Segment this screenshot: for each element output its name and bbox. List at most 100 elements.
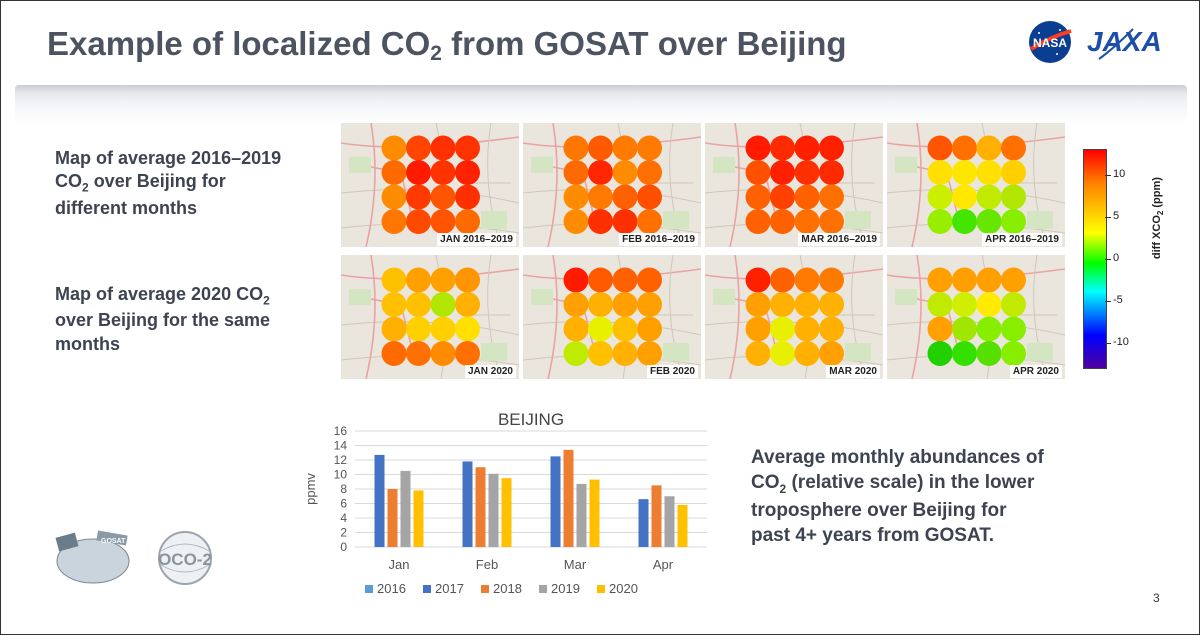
svg-text:JAXA: JAXA	[1087, 26, 1162, 57]
colorbar-tick	[1105, 175, 1111, 177]
co2-cell	[976, 135, 1002, 161]
co2-cell	[819, 316, 844, 342]
bar-2018-Feb	[475, 467, 486, 547]
bar-2017-Feb	[462, 461, 473, 547]
co2-cell	[637, 160, 662, 185]
co2-cell	[927, 292, 953, 317]
co2-cell	[952, 209, 977, 234]
y-tick-label: 6	[340, 497, 347, 511]
co2-cell	[770, 160, 795, 185]
map-background	[523, 255, 701, 379]
co2-cell	[745, 135, 771, 161]
co2-cell	[637, 316, 662, 342]
co2-cell	[612, 184, 638, 210]
y-tick-label: 4	[340, 511, 347, 525]
nasa-logo: NASA	[1029, 21, 1072, 63]
co2-cell	[745, 292, 771, 317]
legend-label: 2018	[493, 581, 522, 596]
y-tick-label: 14	[334, 439, 348, 453]
co2-cell	[430, 135, 456, 161]
y-tick-label: 10	[334, 468, 348, 482]
map-panel-label: APR 2016–2019	[982, 233, 1062, 246]
bar-2019-Feb	[488, 473, 499, 547]
gosat-logo: GOSAT	[55, 530, 130, 584]
map-panel-label: FEB 2016–2019	[619, 233, 698, 246]
co2-cell	[819, 341, 844, 366]
chart-caption: Average monthly abundances of CO2 (relat…	[751, 447, 1044, 546]
map-panel-label: JAN 2020	[464, 365, 516, 378]
map-panel-label: MAR 2016–2019	[798, 233, 880, 246]
co2-cell	[612, 316, 638, 342]
map-panel: APR 2016–2019	[887, 123, 1065, 247]
co2-cell	[612, 160, 638, 185]
co2-cell	[430, 209, 456, 234]
co2-cell	[612, 209, 638, 234]
co2-cell	[406, 316, 431, 342]
co2-cell	[1001, 267, 1026, 293]
co2-cell	[927, 184, 953, 210]
co2-cell	[976, 292, 1002, 317]
co2-cell	[455, 316, 480, 342]
co2-cell	[588, 316, 613, 342]
co2-cell	[770, 184, 795, 210]
map-panel-label: APR 2020	[1009, 365, 1062, 378]
co2-cell	[927, 341, 953, 366]
y-tick-label: 0	[340, 540, 347, 554]
x-tick-label: Mar	[564, 557, 587, 572]
co2-cell	[745, 316, 771, 342]
x-tick-label: Apr	[653, 557, 674, 572]
co2-cell	[819, 184, 844, 210]
co2-cell	[563, 135, 589, 161]
svg-text:OCO-2: OCO-2	[158, 550, 212, 569]
y-tick-label: 8	[340, 482, 347, 496]
co2-cell	[381, 184, 407, 210]
colorbar-tick	[1105, 300, 1111, 302]
co2-cell	[1001, 292, 1026, 317]
co2-cell	[563, 341, 589, 366]
co2-cell	[588, 135, 613, 161]
co2-cell	[745, 160, 771, 185]
co2-cell	[563, 209, 589, 234]
co2-cell	[430, 316, 456, 342]
jaxa-logo: JAXA	[1087, 26, 1162, 60]
co2-cell	[952, 316, 977, 342]
co2-cell	[381, 160, 407, 185]
co2-cell	[1001, 160, 1026, 185]
map-panel-label: JAN 2016–2019	[437, 233, 516, 246]
colorbar-tick	[1105, 259, 1111, 260]
co2-cell	[770, 341, 795, 366]
co2-cell	[770, 316, 795, 342]
colorbar-tick	[1105, 217, 1111, 219]
co2-cell	[455, 267, 480, 293]
y-tick-label: 16	[334, 424, 348, 438]
co2-cell	[588, 292, 613, 317]
co2-cell	[381, 267, 407, 293]
co2-cell	[1001, 184, 1026, 210]
co2-cell	[794, 184, 820, 210]
map-background	[705, 255, 883, 379]
co2-cell	[455, 209, 480, 234]
co2-cell	[1001, 341, 1026, 366]
co2-cell	[588, 184, 613, 210]
legend-swatch	[597, 585, 605, 593]
colorbar-tick-label: 0	[1113, 252, 1120, 264]
co2-cell	[455, 184, 480, 210]
bar-2017-Apr	[638, 499, 649, 547]
co2-cell	[745, 209, 771, 234]
co2-cell	[612, 267, 638, 293]
co2-cell	[927, 316, 953, 342]
map-panel: MAR 2020	[705, 255, 883, 379]
slide-title: Example of localized CO2 from GOSAT over…	[47, 25, 847, 65]
co2-cell	[952, 267, 977, 293]
chart-title: BEIJING	[498, 410, 564, 429]
legend-label: 2017	[435, 581, 464, 596]
co2-cell	[406, 341, 431, 366]
co2-cell	[381, 209, 407, 234]
co2-cell	[406, 209, 431, 234]
co2-cell	[406, 267, 431, 293]
colorbar	[1083, 149, 1107, 369]
co2-cell	[406, 184, 431, 210]
co2-cell	[770, 267, 795, 293]
bar-2018-Mar	[563, 449, 574, 547]
co2-cell	[819, 267, 844, 293]
